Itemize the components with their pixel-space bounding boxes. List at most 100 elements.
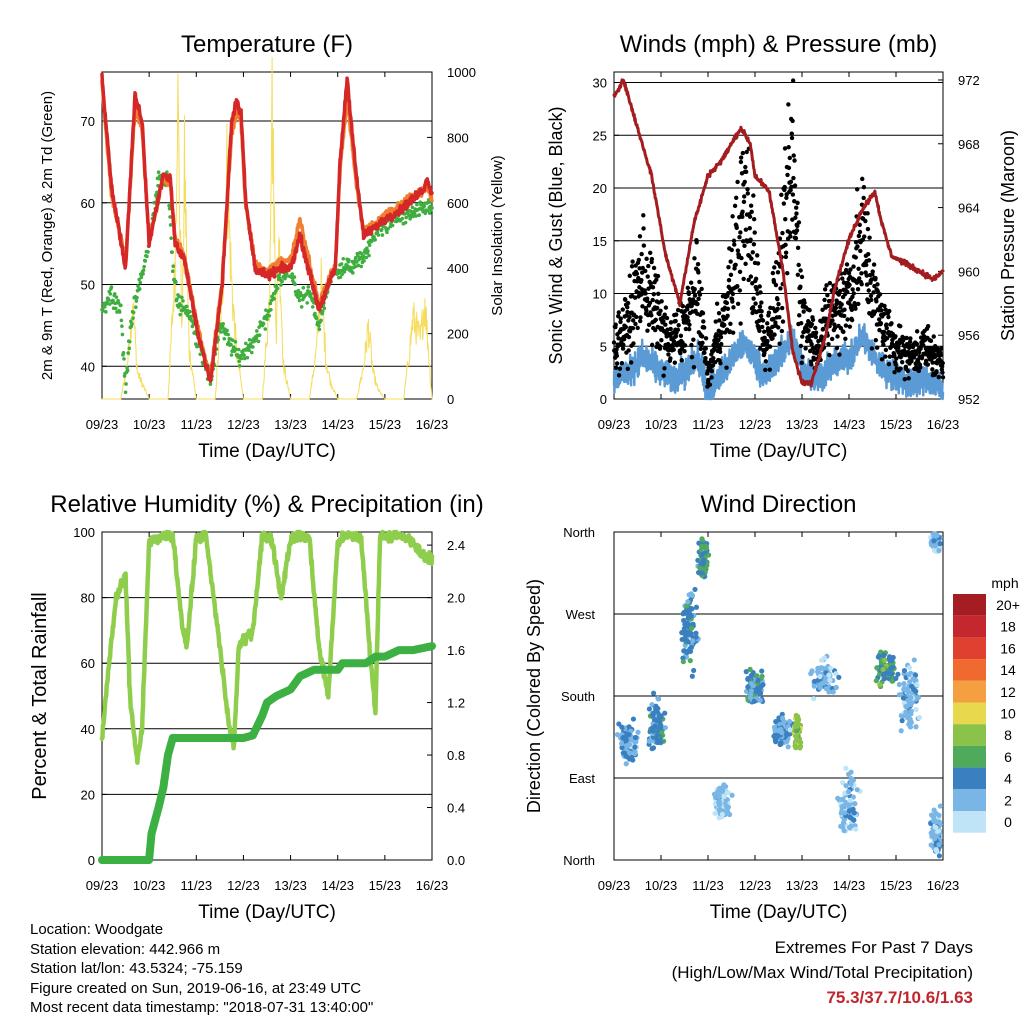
gust-point [697, 292, 703, 297]
direction-point [729, 792, 735, 798]
direction-point [936, 853, 943, 859]
y-tick-label-2-1: 5 [600, 339, 607, 354]
gust-point [827, 352, 832, 358]
gust-point [856, 301, 861, 307]
gust-point [889, 321, 894, 326]
gust-point [775, 297, 780, 302]
gust-point [652, 327, 658, 333]
gust-point [761, 329, 767, 334]
direction-point [843, 765, 849, 771]
y-category-label-1: East [569, 771, 595, 786]
gust-point [790, 118, 795, 124]
direction-point [626, 731, 632, 738]
gust-point [630, 318, 636, 323]
dewpoint-point [293, 282, 297, 287]
gust-point [830, 318, 835, 323]
direction-point [839, 796, 845, 803]
direction-point [842, 802, 848, 808]
gust-point [672, 360, 678, 365]
legend-swatch-0 [953, 594, 986, 616]
gust-point [869, 297, 874, 303]
gust-point [746, 277, 751, 283]
dewpoint-point [411, 214, 415, 219]
dewpoint-point [169, 236, 173, 240]
gust-point [737, 288, 742, 293]
direction-point [901, 681, 907, 687]
gust-point [758, 313, 764, 319]
gust-point [878, 321, 884, 326]
gust-point [640, 304, 645, 309]
direction-point [880, 666, 886, 673]
gust-point [682, 349, 687, 354]
gust-point [884, 325, 889, 331]
gust-point [935, 346, 940, 352]
dewpoint-point [136, 284, 140, 288]
dewpoint-point [306, 285, 311, 289]
gust-point [739, 255, 744, 261]
gust-point [699, 334, 705, 339]
gust-point [938, 352, 943, 358]
direction-point [908, 719, 915, 725]
dewpoint-point [170, 250, 174, 254]
y2-axis-label-2: Station Pressure (Maroon) [998, 130, 1018, 341]
dewpoint-point [297, 295, 301, 300]
direction-point [812, 678, 818, 684]
gust-point [731, 238, 737, 243]
gust-point [696, 296, 701, 301]
gust-point [879, 308, 884, 313]
direction-point [632, 750, 638, 757]
gust-point [809, 341, 814, 347]
direction-point [759, 668, 765, 674]
direction-point [910, 686, 917, 692]
y-axis-label-1: 2m & 9m T (Red, Orange) & 2m Td (Green) [39, 91, 56, 380]
gust-point [770, 336, 775, 341]
dewpoint-point [256, 339, 261, 344]
direction-point [654, 732, 660, 738]
gust-point [782, 184, 787, 190]
dewpoint-point [145, 254, 149, 259]
direction-point [848, 769, 854, 775]
gust-point [826, 341, 831, 347]
gust-point [930, 367, 935, 372]
direction-point [680, 611, 686, 617]
gust-point [725, 306, 731, 311]
gust-point [855, 244, 860, 249]
gust-point [748, 237, 753, 242]
direction-point [820, 665, 826, 671]
gust-point [824, 283, 829, 288]
direction-point [650, 712, 656, 718]
gust-point [668, 320, 674, 325]
dewpoint-point [272, 296, 277, 301]
gust-point [790, 192, 796, 197]
gust-point [732, 242, 737, 247]
dewpoint-point [247, 348, 251, 353]
gust-point [735, 283, 740, 289]
direction-point [693, 634, 699, 640]
direction-point [688, 613, 694, 619]
gust-point [636, 275, 641, 281]
direction-point [881, 652, 887, 658]
x-tick-label-2-0: 09/23 [598, 417, 631, 432]
gust-point [649, 256, 655, 262]
direction-point [685, 599, 691, 605]
gust-point [701, 325, 707, 330]
gust-point [686, 318, 691, 324]
dewpoint-point [188, 309, 192, 314]
y2-tick-label-3-1: 0.4 [447, 801, 465, 816]
gust-point [872, 309, 878, 315]
direction-point [913, 706, 919, 713]
dewpoint-point [138, 280, 143, 285]
dewpoint-point [229, 342, 233, 347]
gust-point [781, 201, 787, 206]
x-tick-label-2-3: 12/23 [739, 417, 772, 432]
dewpoint-point [359, 264, 364, 269]
dewpoint-point [131, 310, 136, 315]
direction-point [699, 543, 705, 549]
direction-point [745, 684, 751, 690]
gust-point [738, 159, 744, 165]
gust-point [904, 335, 909, 341]
gust-point [860, 176, 865, 182]
gust-point [881, 342, 886, 348]
gust-point [715, 333, 720, 338]
direction-point [721, 793, 727, 800]
